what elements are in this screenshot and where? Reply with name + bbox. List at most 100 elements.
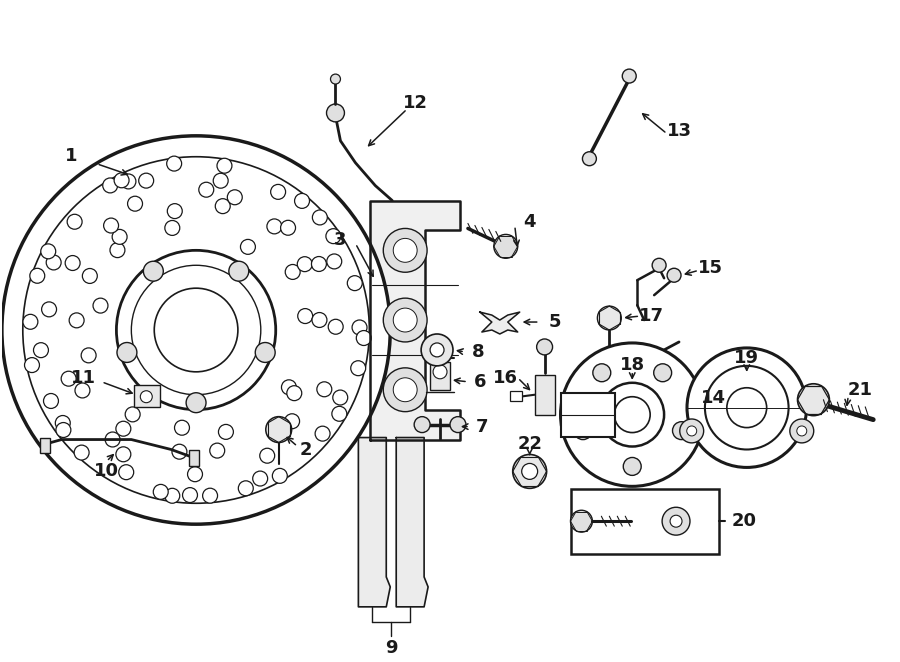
Circle shape [46, 255, 61, 270]
Circle shape [56, 422, 71, 438]
Circle shape [727, 388, 767, 428]
Circle shape [790, 419, 814, 443]
Circle shape [332, 406, 347, 421]
Text: 8: 8 [472, 343, 484, 361]
Circle shape [598, 306, 621, 330]
Circle shape [219, 424, 233, 440]
Circle shape [797, 384, 830, 416]
Circle shape [271, 185, 285, 199]
Circle shape [351, 361, 365, 375]
Text: 1: 1 [66, 147, 77, 165]
Circle shape [705, 366, 788, 449]
Circle shape [317, 382, 332, 397]
Circle shape [125, 407, 140, 422]
Circle shape [119, 465, 134, 480]
Circle shape [315, 426, 330, 441]
Circle shape [287, 386, 302, 401]
Circle shape [574, 422, 592, 440]
Circle shape [213, 173, 229, 188]
Bar [561, 393, 616, 436]
Text: 9: 9 [385, 639, 398, 657]
Circle shape [680, 419, 704, 443]
Circle shape [55, 416, 70, 430]
Circle shape [117, 342, 137, 362]
Text: 10: 10 [94, 463, 119, 481]
Circle shape [116, 421, 130, 436]
Circle shape [652, 258, 666, 272]
Circle shape [165, 220, 180, 236]
Text: 3: 3 [334, 232, 346, 250]
Text: 20: 20 [732, 512, 756, 530]
Circle shape [24, 357, 40, 373]
Circle shape [215, 199, 230, 214]
Circle shape [670, 515, 682, 527]
Circle shape [356, 330, 371, 346]
Circle shape [140, 391, 152, 402]
Bar [40, 438, 50, 453]
Text: 18: 18 [620, 356, 644, 374]
Bar [189, 451, 199, 467]
Circle shape [600, 383, 664, 446]
Circle shape [333, 390, 347, 405]
Text: 14: 14 [701, 389, 726, 406]
Circle shape [238, 481, 253, 496]
Circle shape [105, 432, 120, 447]
Text: 13: 13 [667, 122, 691, 140]
Circle shape [202, 488, 218, 503]
Circle shape [582, 152, 597, 166]
Circle shape [298, 308, 312, 324]
Circle shape [40, 244, 56, 259]
Circle shape [22, 314, 38, 329]
Text: 21: 21 [848, 381, 873, 399]
Circle shape [240, 240, 256, 254]
Circle shape [143, 261, 163, 281]
Circle shape [104, 218, 119, 233]
Circle shape [294, 193, 310, 209]
Circle shape [260, 448, 274, 463]
Circle shape [687, 426, 697, 436]
Polygon shape [358, 438, 391, 607]
Bar [509, 391, 522, 401]
Circle shape [114, 173, 129, 188]
Circle shape [450, 416, 466, 432]
Circle shape [326, 228, 341, 244]
Circle shape [103, 178, 118, 193]
Circle shape [116, 447, 130, 462]
Circle shape [81, 348, 96, 363]
Circle shape [153, 485, 168, 499]
Circle shape [662, 507, 690, 535]
Circle shape [536, 339, 553, 355]
Circle shape [175, 420, 190, 435]
Circle shape [68, 214, 82, 229]
Circle shape [273, 469, 287, 483]
Circle shape [624, 457, 641, 475]
Text: 19: 19 [734, 349, 760, 367]
Polygon shape [370, 201, 460, 440]
Circle shape [30, 268, 45, 283]
Text: 6: 6 [473, 373, 486, 391]
Circle shape [393, 308, 417, 332]
Circle shape [393, 378, 417, 402]
Circle shape [430, 343, 444, 357]
Text: 11: 11 [71, 369, 96, 387]
Circle shape [43, 393, 58, 408]
Circle shape [311, 256, 327, 271]
Circle shape [33, 343, 49, 357]
Circle shape [112, 230, 127, 244]
Text: 4: 4 [524, 213, 536, 232]
Circle shape [383, 228, 427, 272]
Circle shape [228, 190, 242, 205]
Text: 16: 16 [493, 369, 518, 387]
Bar [134, 385, 160, 406]
Circle shape [139, 173, 154, 188]
Circle shape [312, 210, 328, 225]
Circle shape [653, 364, 671, 382]
Circle shape [131, 265, 261, 395]
Circle shape [327, 254, 342, 269]
Circle shape [2, 136, 391, 524]
Circle shape [672, 422, 690, 440]
Circle shape [217, 158, 232, 173]
Circle shape [796, 426, 806, 436]
Circle shape [154, 288, 238, 372]
Circle shape [393, 238, 417, 262]
